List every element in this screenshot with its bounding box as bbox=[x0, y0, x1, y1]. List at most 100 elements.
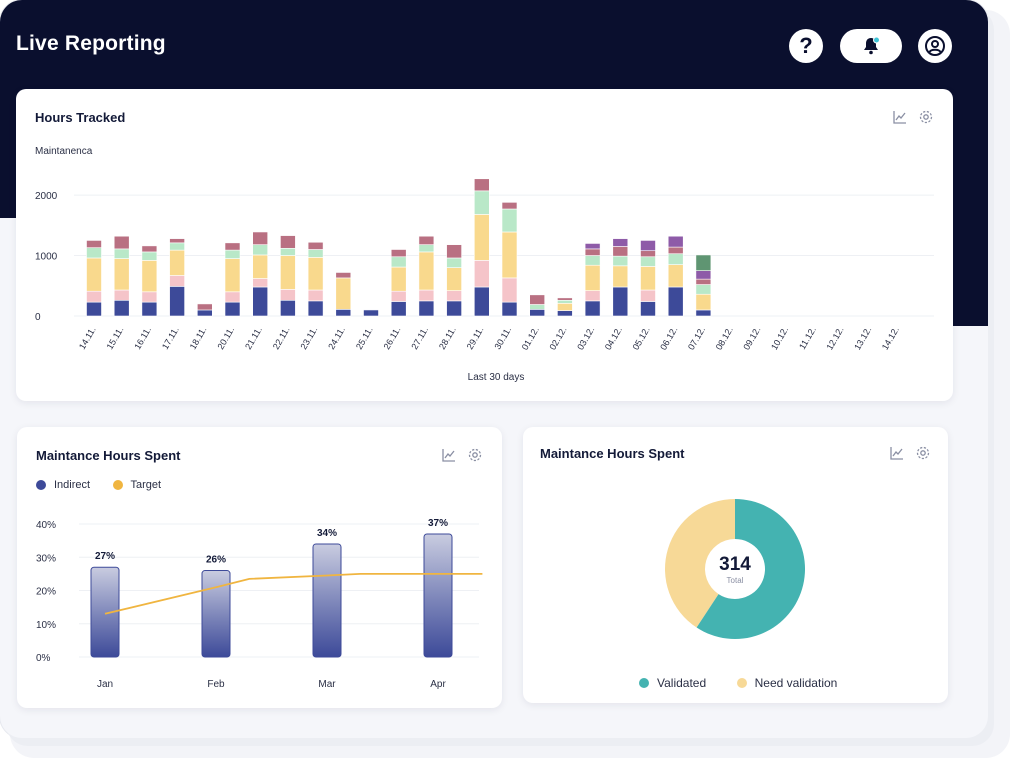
stacked-bar-segment bbox=[307, 241, 324, 250]
stacked-bar-segment bbox=[390, 249, 407, 258]
stacked-bar-segment bbox=[667, 246, 684, 255]
donut-slice bbox=[696, 499, 806, 639]
maintenance-hours-bar-card: Maintance Hours Spent Indirect Target 0%… bbox=[17, 427, 502, 708]
card-actions bbox=[892, 109, 934, 125]
stacked-bar-segment bbox=[335, 309, 352, 317]
stacked-bar-segment bbox=[446, 290, 462, 302]
x-tick-label: 05.12. bbox=[631, 325, 652, 352]
stacked-bar-segment bbox=[280, 247, 296, 256]
x-tick-label: Feb bbox=[207, 679, 225, 690]
stacked-bar-segment bbox=[473, 214, 490, 261]
gear-icon[interactable] bbox=[915, 445, 931, 461]
y-tick-label: 1000 bbox=[35, 252, 58, 263]
stacked-bar-segment bbox=[640, 250, 656, 258]
stacked-bar-segment bbox=[224, 301, 241, 317]
stacked-bar-segment bbox=[252, 244, 268, 256]
card-title: Hours Tracked bbox=[35, 110, 126, 125]
legend-label: Need validation bbox=[754, 676, 838, 690]
x-tick-label: 09.12. bbox=[741, 325, 762, 352]
card-title: Maintance Hours Spent bbox=[36, 448, 181, 463]
stacked-bar-segment bbox=[224, 291, 241, 303]
stacked-bar-segment bbox=[584, 248, 601, 256]
line-chart-icon[interactable] bbox=[441, 447, 457, 463]
stacked-bar-segment bbox=[141, 291, 158, 303]
x-tick-label: 03.12. bbox=[575, 325, 596, 352]
stacked-bar-segment bbox=[169, 238, 185, 244]
stacked-bar-segment bbox=[418, 300, 435, 317]
x-tick-label: 29.11. bbox=[465, 325, 486, 351]
x-tick-label: 30.11. bbox=[492, 325, 513, 351]
y-tick-label: 2000 bbox=[35, 191, 58, 202]
stacked-bar-segment bbox=[307, 249, 324, 258]
stacked-bar-segment bbox=[473, 260, 490, 288]
stacked-bar-segment bbox=[86, 247, 102, 259]
x-tick-label: 23.11. bbox=[298, 325, 319, 351]
stacked-bar-segment bbox=[612, 246, 629, 257]
stacked-bar-segment bbox=[529, 304, 546, 310]
maintenance-hours-donut-card: Maintance Hours Spent 314 Total Validate… bbox=[523, 427, 948, 703]
validation-donut-chart: 314 Total bbox=[665, 499, 806, 639]
gear-icon[interactable] bbox=[918, 109, 934, 125]
stacked-bar-segment bbox=[501, 202, 518, 210]
legend-label: Target bbox=[130, 479, 162, 491]
legend-swatch bbox=[112, 480, 123, 490]
x-tick-label: 20.11. bbox=[215, 325, 236, 351]
x-tick-label: Mar bbox=[318, 679, 336, 690]
line-chart-icon[interactable] bbox=[892, 109, 908, 125]
stacked-bar-segment bbox=[141, 245, 158, 253]
legend-item-indirect: Indirect bbox=[36, 479, 90, 491]
stacked-bar-segment bbox=[418, 251, 435, 291]
x-tick-label: 21.11. bbox=[243, 325, 264, 351]
stacked-bar-segment bbox=[557, 310, 573, 317]
x-tick-label: 25.11. bbox=[354, 325, 375, 351]
stacked-bar-segment bbox=[86, 240, 102, 248]
stacked-bar-segment bbox=[584, 264, 601, 291]
stacked-bar-segment bbox=[113, 235, 130, 250]
stacked-bar-segment bbox=[584, 255, 601, 266]
stacked-bar-segment bbox=[418, 244, 435, 253]
user-avatar-icon bbox=[925, 36, 945, 56]
stacked-bar-segment bbox=[584, 300, 601, 317]
x-tick-label: 06.12. bbox=[658, 325, 679, 352]
user-profile-button[interactable] bbox=[918, 29, 952, 63]
chart-legend: Indirect Target bbox=[36, 477, 179, 495]
y-tick-label: 30% bbox=[36, 553, 56, 564]
stacked-bar-segment bbox=[446, 257, 462, 268]
stacked-bar-segment bbox=[695, 309, 712, 317]
help-button[interactable]: ? bbox=[789, 29, 823, 63]
x-tick-label: 11.12. bbox=[797, 325, 818, 351]
stacked-bar-segment bbox=[612, 255, 629, 267]
stacked-bar-segment bbox=[557, 297, 573, 301]
stacked-bar-segment bbox=[363, 309, 379, 317]
x-axis-label: Last 30 days bbox=[468, 372, 525, 383]
stacked-bar-segment bbox=[418, 289, 435, 302]
line-chart-icon[interactable] bbox=[889, 445, 905, 461]
stacked-bar-segment bbox=[141, 260, 158, 293]
y-tick-label: 20% bbox=[36, 587, 56, 598]
stacked-bar-segment bbox=[584, 243, 601, 250]
stacked-bar-segment bbox=[252, 254, 268, 279]
notifications-button[interactable] bbox=[840, 29, 902, 63]
stacked-bar-segment bbox=[252, 231, 268, 245]
stacked-bar-segment bbox=[390, 266, 407, 292]
stacked-bar-segment bbox=[640, 256, 656, 267]
stacked-bar-segment bbox=[141, 301, 158, 317]
legend-item-validated: Validated bbox=[639, 676, 706, 690]
stacked-bar-segment bbox=[501, 277, 518, 303]
stacked-bar-segment bbox=[307, 289, 324, 302]
stacked-bar-segment bbox=[169, 249, 185, 276]
stacked-bar-segment bbox=[280, 235, 296, 249]
indirect-bar bbox=[423, 533, 453, 658]
card-title: Maintance Hours Spent bbox=[540, 446, 685, 461]
x-tick-label: 28.11. bbox=[437, 325, 458, 351]
bar-value-label: 27% bbox=[95, 551, 115, 562]
stacked-bar-segment bbox=[640, 266, 656, 291]
stacked-bar-segment bbox=[501, 301, 518, 317]
bar-value-label: 26% bbox=[206, 555, 226, 566]
stacked-bar-segment bbox=[197, 309, 213, 317]
stacked-bar-segment bbox=[86, 257, 102, 292]
y-tick-label: 0% bbox=[36, 653, 51, 664]
gear-icon[interactable] bbox=[467, 447, 483, 463]
stacked-bar-segment bbox=[473, 286, 490, 317]
x-tick-label: 26.11. bbox=[382, 325, 403, 351]
